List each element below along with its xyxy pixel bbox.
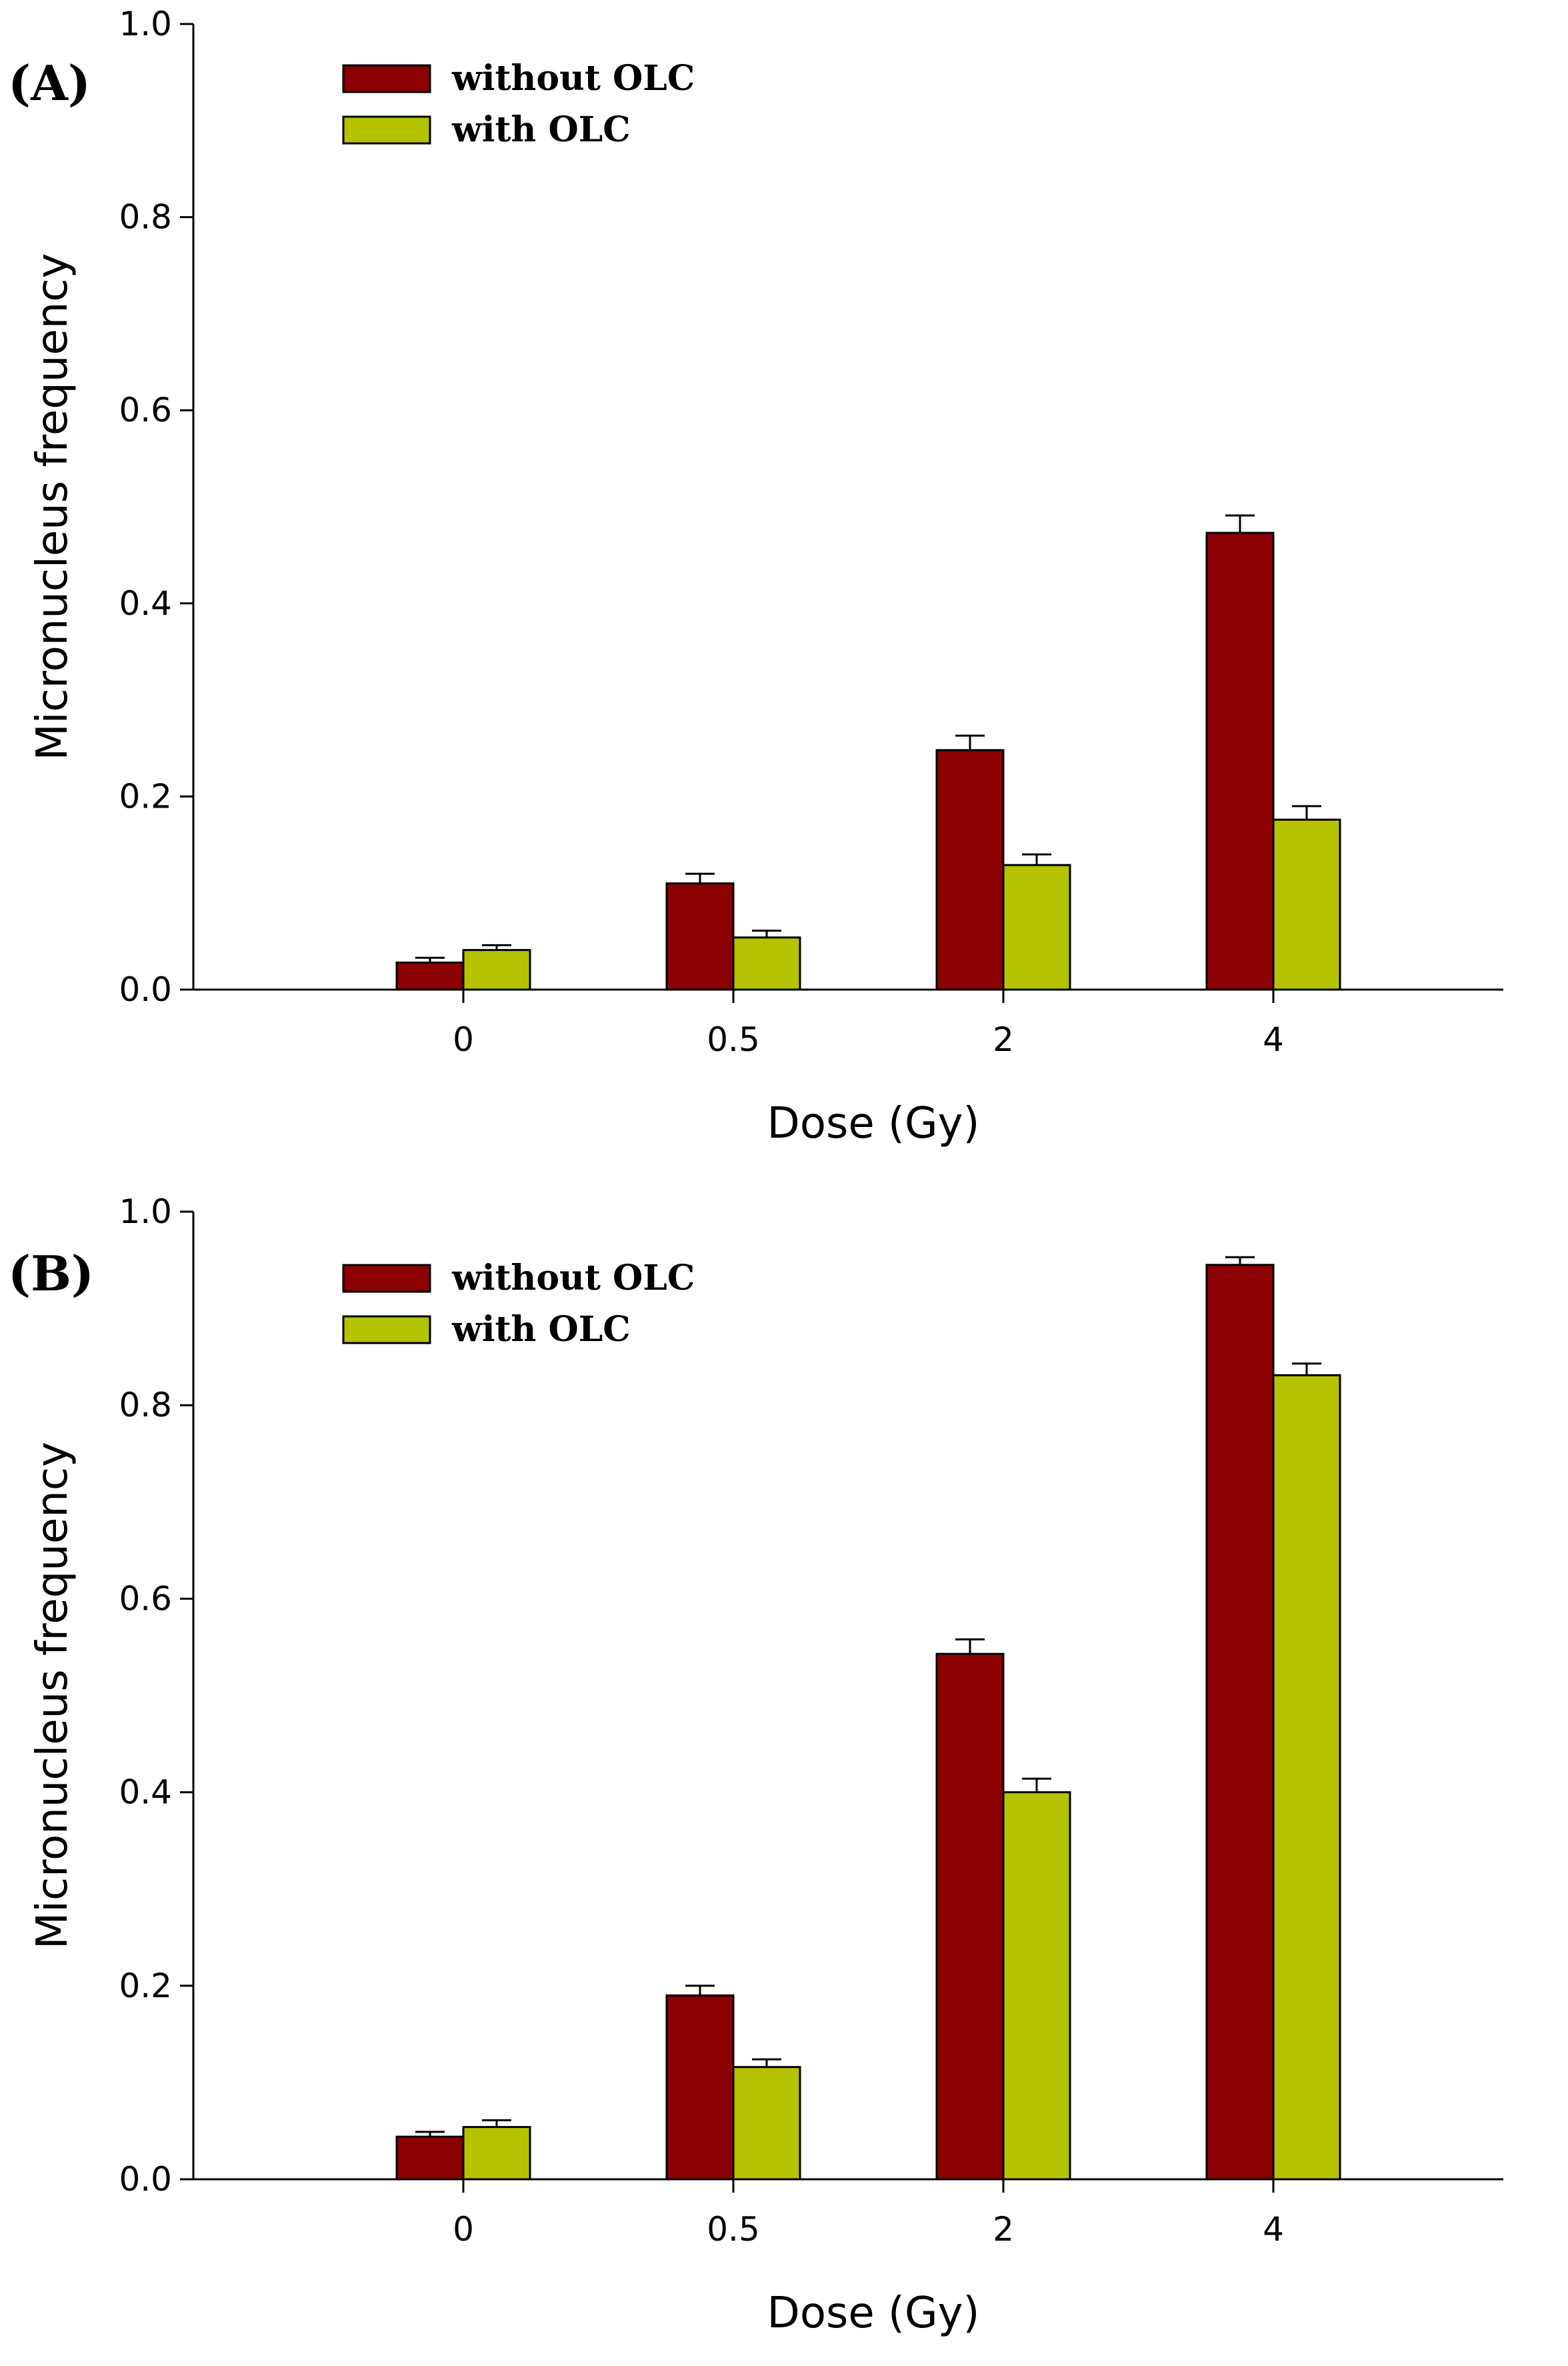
y-tick-label: 1.0 (119, 1192, 172, 1231)
bar-without-olc-0 (395, 961, 465, 991)
chart-panel-a: 0.0 0.2 0.4 0.6 0.8 1.0 0 0.5 2 4 Dose (Gy) Micronu… (8, 5, 1503, 1148)
bar-without-olc-2 (935, 749, 1005, 991)
y-tick-label: 0.2 (119, 777, 172, 816)
y-tick-label: 0.6 (119, 391, 172, 429)
panel-label: (B) (8, 1245, 94, 1302)
panel-label: (A) (8, 55, 91, 111)
bar-with-olc-0 (462, 2126, 531, 2181)
x-tick-label: 2 (993, 1020, 1014, 1059)
bar-without-olc-2 (935, 1652, 1005, 2181)
bar-without-olc-4 (1205, 1264, 1275, 2181)
legend-swatch (342, 115, 431, 145)
x-tick-label: 2 (993, 2210, 1014, 2249)
legend-label: with OLC (451, 1309, 631, 1350)
legend-swatch (342, 1315, 431, 1344)
x-tick-label: 0 (453, 1020, 474, 1059)
bar-without-olc-0_5 (665, 1994, 735, 2181)
y-tick-label: 0.4 (119, 584, 172, 623)
y-tick-label: 0.8 (119, 1386, 172, 1424)
legend-swatch (342, 1264, 431, 1293)
y-tick-label: 0.0 (119, 2160, 172, 2199)
y-axis-label: Micronucleus frequency (28, 253, 77, 761)
bar-with-olc-2 (1002, 864, 1071, 991)
y-axis-label: Micronucleus frequency (28, 1442, 77, 1949)
legend-label: without OLC (451, 1258, 695, 1298)
y-tick-label: 0.8 (119, 198, 172, 237)
x-tick-label: 4 (1263, 1020, 1284, 1059)
y-tick-label: 0.0 (119, 970, 172, 1009)
x-axis-label: Dose (Gy) (767, 1099, 980, 1148)
legend-label: with OLC (451, 109, 631, 150)
bar-without-olc-0 (395, 2135, 465, 2181)
legend-label: without OLC (451, 58, 695, 99)
chart-panel-b: 0.0 0.2 0.4 0.6 0.8 1.0 0 0.5 2 4 Dose (Gy) Micronu… (8, 1192, 1503, 2338)
bar-with-olc-4 (1272, 818, 1341, 991)
y-tick-label: 0.2 (119, 1967, 172, 2005)
bar-without-olc-4 (1205, 531, 1275, 991)
legend-swatch (342, 64, 431, 93)
x-tick-label: 0.5 (707, 2210, 760, 2249)
y-tick-label: 1.0 (119, 5, 172, 43)
bar-with-olc-0_5 (732, 2066, 801, 2181)
bar-without-olc-0_5 (665, 882, 735, 991)
y-tick-label: 0.6 (119, 1579, 172, 1618)
bar-with-olc-0 (462, 949, 531, 991)
x-tick-label: 0 (453, 2210, 474, 2249)
y-tick-label: 0.4 (119, 1773, 172, 1812)
x-tick-label: 0.5 (707, 1020, 760, 1059)
x-axis-label: Dose (Gy) (767, 2289, 980, 2338)
bar-with-olc-4 (1272, 1374, 1341, 2181)
bar-with-olc-0_5 (732, 936, 801, 991)
x-tick-label: 4 (1263, 2210, 1284, 2249)
bar-with-olc-2 (1002, 1791, 1071, 2181)
